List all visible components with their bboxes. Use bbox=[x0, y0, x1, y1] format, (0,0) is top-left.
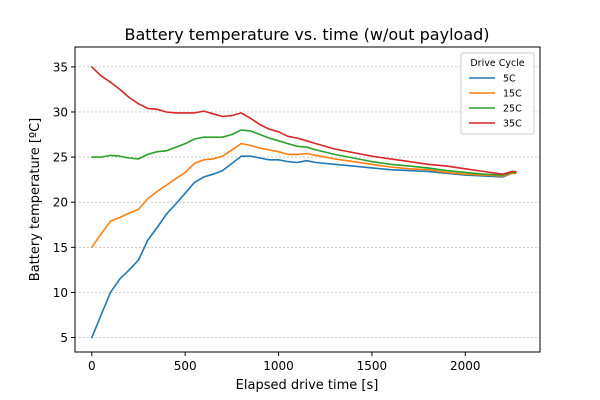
x-tick-label: 2000 bbox=[450, 359, 481, 373]
x-axis-ticks: 0 500 1000 1500 2000 bbox=[88, 352, 481, 373]
legend-box bbox=[460, 52, 535, 135]
legend-label: 25C bbox=[503, 104, 522, 115]
legend-title: Drive Cycle bbox=[470, 58, 524, 69]
series-line-15c bbox=[91, 142, 517, 249]
grid-lines bbox=[75, 66, 540, 338]
y-tick-label: 25 bbox=[53, 151, 68, 165]
series-line-25c bbox=[91, 129, 517, 176]
x-tick-label: 500 bbox=[174, 359, 197, 373]
series-line-35c bbox=[91, 66, 517, 175]
series-line-5c bbox=[91, 155, 517, 339]
plot-frame bbox=[74, 46, 541, 353]
y-axis-ticks: 5 10 15 20 25 30 35 bbox=[53, 60, 75, 345]
y-tick-label: 20 bbox=[53, 196, 68, 210]
x-axis-label: Elapsed drive time [s] bbox=[236, 378, 379, 393]
y-tick-label: 30 bbox=[53, 105, 68, 119]
y-tick-label: 5 bbox=[60, 331, 68, 345]
legend: Drive Cycle 5C 15C 25C 35C bbox=[460, 52, 535, 135]
y-tick-label: 15 bbox=[53, 241, 68, 255]
legend-label: 5C bbox=[503, 74, 516, 85]
x-tick-label: 1500 bbox=[357, 359, 388, 373]
y-axis-label: Battery temperature [ºC] bbox=[28, 118, 43, 281]
chart-title: Battery temperature vs. time (w/out payl… bbox=[124, 25, 489, 44]
legend-items: 5C 15C 25C 35C bbox=[469, 74, 522, 130]
x-tick-label: 0 bbox=[88, 359, 96, 373]
x-tick-label: 1000 bbox=[263, 359, 294, 373]
legend-label: 15C bbox=[503, 89, 522, 100]
y-tick-label: 35 bbox=[53, 60, 68, 74]
series-lines bbox=[91, 66, 517, 339]
legend-label: 35C bbox=[503, 119, 522, 130]
y-tick-label: 10 bbox=[53, 286, 68, 300]
